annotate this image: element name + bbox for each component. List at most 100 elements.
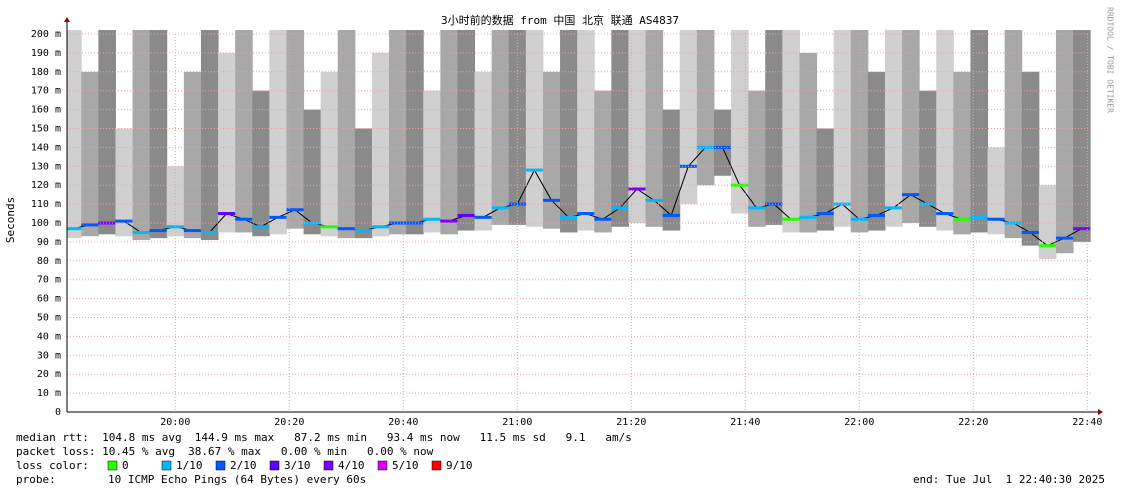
median-marker xyxy=(269,215,287,219)
y-tick-label: 0 xyxy=(55,407,61,418)
median-marker xyxy=(1038,244,1056,248)
smoke xyxy=(594,90,612,233)
median-marker xyxy=(1055,236,1074,240)
median-marker xyxy=(884,206,903,210)
x-tick-label: 22:20 xyxy=(958,417,988,428)
median-marker xyxy=(902,193,920,197)
smoke xyxy=(1073,30,1091,242)
smoke xyxy=(833,30,852,227)
smoke xyxy=(98,30,116,235)
smoke xyxy=(81,71,99,237)
median-marker xyxy=(183,229,201,233)
smoke xyxy=(371,52,390,237)
median-marker xyxy=(218,212,236,216)
smoke xyxy=(560,30,578,233)
smoke xyxy=(748,90,766,227)
chart-title: 3小时前的数据 from 中国 北京 联通 AS4837 xyxy=(441,13,679,27)
median-marker xyxy=(474,215,492,219)
smoke xyxy=(491,30,510,225)
smoke xyxy=(799,52,818,233)
median-marker xyxy=(850,217,868,221)
smoke xyxy=(423,90,441,233)
smoke xyxy=(611,30,629,227)
y-tick-label: 50 m xyxy=(37,313,61,324)
smoke xyxy=(542,71,561,229)
y-tick-label: 100 m xyxy=(31,218,61,229)
median-marker xyxy=(748,206,766,210)
smoke xyxy=(936,30,954,231)
y-tick-label: 170 m xyxy=(31,86,61,97)
median-marker xyxy=(81,223,99,227)
y-tick-label: 190 m xyxy=(31,48,61,59)
y-tick-label: 140 m xyxy=(31,142,61,153)
legend-label: 0 xyxy=(122,459,129,472)
axis-arrow xyxy=(64,17,70,22)
smoke xyxy=(218,52,236,233)
smoke xyxy=(183,71,202,239)
smoke xyxy=(115,128,134,237)
median-marker xyxy=(440,219,458,223)
median-marker xyxy=(953,217,971,221)
median-marker xyxy=(542,198,561,202)
smoke xyxy=(474,71,493,231)
legend-swatch xyxy=(377,460,388,471)
median-marker xyxy=(491,206,509,210)
side-text: RRDTOOL / TOBI OETIKER xyxy=(1106,7,1115,113)
smoke xyxy=(884,30,903,227)
stats-line: packet loss: 10.45 % avg 38.67 % max 0.0… xyxy=(16,445,434,458)
smoke xyxy=(166,166,185,237)
legend-swatch xyxy=(161,460,172,471)
smoke xyxy=(149,30,168,239)
smoke xyxy=(850,30,869,233)
median-marker xyxy=(1004,221,1022,225)
median-marker xyxy=(303,221,321,225)
smoke xyxy=(731,30,749,214)
plot-area xyxy=(67,30,1091,259)
median-marker xyxy=(115,219,133,223)
legend-swatch xyxy=(215,460,226,471)
x-tick-label: 20:00 xyxy=(160,417,190,428)
stats-line: median rtt: 104.8 ms avg 144.9 ms max 87… xyxy=(16,431,632,444)
smoke xyxy=(389,30,407,235)
smoke xyxy=(440,30,458,235)
median-marker xyxy=(200,230,219,234)
median-marker xyxy=(132,230,150,234)
smoke xyxy=(919,90,937,227)
median-marker xyxy=(611,206,629,210)
legend-swatch xyxy=(431,460,442,471)
median-marker xyxy=(594,217,612,221)
x-tick-label: 21:00 xyxy=(502,417,532,428)
smoke xyxy=(252,90,270,237)
smoke xyxy=(269,30,287,235)
median-marker xyxy=(406,221,424,225)
median-marker xyxy=(320,225,338,229)
median-marker xyxy=(936,212,954,216)
legend-label: 2/10 xyxy=(230,459,257,472)
legend-label: 3/10 xyxy=(284,459,311,472)
smoke xyxy=(457,30,476,231)
y-axis-label: Seconds xyxy=(4,197,17,243)
y-tick-label: 110 m xyxy=(31,199,61,210)
median-marker xyxy=(816,212,834,216)
smoke xyxy=(1021,71,1040,246)
smoke xyxy=(645,30,664,227)
smoke xyxy=(406,30,424,235)
smoke xyxy=(867,71,886,231)
smoke xyxy=(765,30,783,225)
smoke xyxy=(1055,30,1074,254)
smoke xyxy=(235,30,253,233)
median-marker xyxy=(354,229,372,233)
y-tick-label: 40 m xyxy=(37,331,61,342)
median-marker xyxy=(765,202,783,206)
smoke xyxy=(970,30,989,233)
y-tick-label: 90 m xyxy=(37,237,61,248)
legend-swatch xyxy=(107,460,118,471)
median-marker xyxy=(577,212,595,216)
smoke xyxy=(902,30,920,223)
y-tick-label: 20 m xyxy=(37,369,61,380)
x-tick-label: 22:40 xyxy=(1072,417,1102,428)
median-marker xyxy=(67,227,82,231)
y-tick-label: 10 m xyxy=(37,388,61,399)
median-marker xyxy=(645,198,663,202)
